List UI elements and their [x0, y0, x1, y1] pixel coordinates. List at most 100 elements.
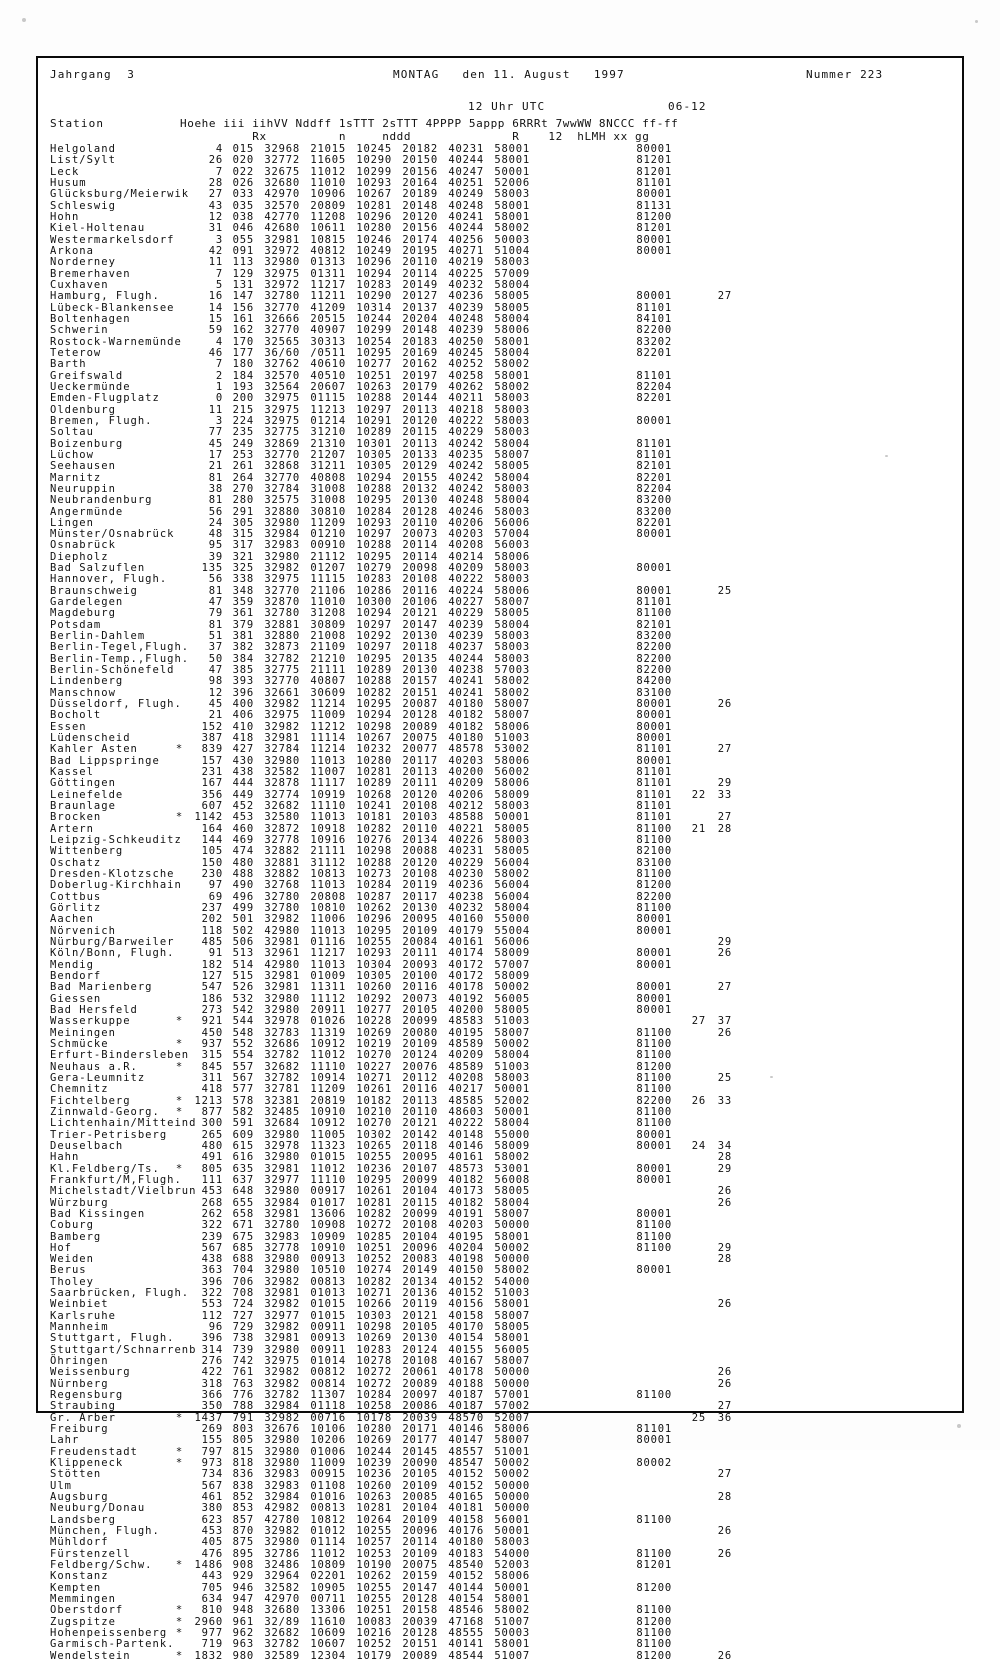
- height-value: 38: [208, 482, 223, 495]
- temperature-group: 10292: [356, 630, 392, 643]
- temperature-group: 10291: [356, 414, 392, 427]
- height-value: 839: [201, 743, 223, 756]
- nddff-group: 01207: [310, 562, 346, 575]
- tendency-group: 58001: [494, 199, 530, 212]
- iihvv-group: 32780: [264, 290, 300, 303]
- cloud-group: 82204: [636, 380, 672, 393]
- dewpoint-group: 20103: [402, 811, 438, 824]
- nddff-group: 11009: [310, 709, 346, 722]
- pressure-group: 40148: [448, 1128, 484, 1141]
- tendency-group: 58006: [494, 720, 530, 733]
- temperature-group: 10295: [356, 550, 392, 563]
- station-name: Erfurt-Bindersleben: [50, 1049, 190, 1062]
- pressure-group: 40221: [448, 822, 484, 835]
- table-row: Wendelstein * 1832 980 32589 12304 10179 20089 4…: [38, 1649, 962, 1662]
- dewpoint-group: 20182: [402, 143, 438, 155]
- dewpoint-group: 20113: [402, 403, 438, 416]
- table-row: Ueckermünde 1 193 32564 20607 10263 20179 40262…: [38, 380, 962, 393]
- nddff-group: 11208: [310, 210, 346, 223]
- nddff-group: 10914: [310, 1071, 346, 1084]
- tendency-group: 58006: [494, 550, 530, 563]
- iihvv-group: 32782: [264, 1389, 300, 1402]
- dewpoint-group: 20108: [402, 800, 438, 813]
- cloud-group: 81101: [636, 448, 672, 461]
- pressure-group: 40241: [448, 686, 484, 699]
- height-value: 877: [201, 1105, 223, 1118]
- dewpoint-group: 20133: [402, 448, 438, 461]
- cloud-group: 81101: [636, 437, 672, 450]
- station-id: 946: [232, 1581, 254, 1594]
- dewpoint-group: 20144: [402, 392, 438, 405]
- tendency-group: 52006: [494, 176, 530, 189]
- pressure-group: 40204: [448, 1241, 484, 1254]
- dewpoint-group: 20204: [402, 312, 438, 325]
- station-id: 776: [232, 1389, 254, 1402]
- cloud-group: 81200: [636, 1649, 672, 1662]
- height-value: 127: [201, 969, 223, 982]
- table-row: Kempten 705 946 32582 10905 10255 20147 40144 50…: [38, 1581, 962, 1594]
- temperature-group: 10297: [356, 618, 392, 631]
- iihvv-group: 32975: [264, 267, 300, 280]
- table-row: Garmisch-Partenk. 719 963 32782 10607 10252 20…: [38, 1638, 962, 1650]
- station-name: Schwerin: [50, 324, 109, 337]
- temperature-group: 10284: [356, 1389, 392, 1402]
- dewpoint-group: 20128: [402, 505, 438, 518]
- station-id: 359: [232, 596, 254, 609]
- tendency-group: 56006: [494, 935, 530, 948]
- dewpoint-group: 20084: [402, 935, 438, 948]
- temperature-group: 10281: [356, 1502, 392, 1515]
- table-row: Saarbrücken, Flugh. 322 708 32981 01013 10271…: [38, 1287, 962, 1299]
- cloud-group: 81100: [636, 607, 672, 620]
- station-name: Angermünde: [50, 505, 124, 518]
- temperature-group: 10293: [356, 947, 392, 960]
- dewpoint-group: 20095: [402, 913, 438, 926]
- dewpoint-group: 20113: [402, 1094, 438, 1107]
- station-id: 361: [232, 607, 254, 620]
- iihvv-group: 32984: [264, 1491, 300, 1504]
- height-value: 47: [208, 596, 223, 609]
- station-id: 609: [232, 1128, 254, 1141]
- tendency-group: 58002: [494, 675, 530, 688]
- temperature-group: 10260: [356, 981, 392, 994]
- table-row: Greifswald 2 184 32570 40510 10251 20197 40258 5…: [38, 370, 962, 382]
- height-value: 81: [208, 618, 223, 631]
- station-id: 280: [232, 494, 254, 507]
- tendency-group: 58005: [494, 1003, 530, 1016]
- cloud-group: 81100: [636, 1230, 672, 1243]
- station-id: 400: [232, 698, 254, 711]
- table-row: Memmingen 634 947 42970 00711 10255 20128 40154…: [38, 1593, 962, 1605]
- report-header: Jahrgang 3 MONTAG den 11. August 1997 Nu…: [38, 58, 962, 142]
- mountain-star-icon: *: [175, 1604, 183, 1617]
- height-value: 237: [201, 901, 223, 914]
- pressure-group: 40195: [448, 1230, 484, 1243]
- temperature-group: 10269: [356, 1332, 392, 1345]
- gust-gg-value: 28: [717, 1151, 732, 1164]
- station-name: Meiningen: [50, 1026, 116, 1039]
- cloud-group: 81101: [636, 777, 672, 790]
- height-value: 11: [208, 256, 223, 269]
- temperature-group: 10288: [356, 392, 392, 405]
- height-value: 16: [208, 290, 223, 303]
- pressure-group: 40244: [448, 154, 484, 167]
- station-name: Lübeck-Blankensee: [50, 301, 175, 314]
- iihvv-group: 32980: [264, 550, 300, 563]
- station-id: 291: [232, 505, 254, 518]
- temperature-group: 10282: [356, 1275, 392, 1288]
- scan-artifact: [885, 455, 888, 457]
- temperature-group: 10261: [356, 1185, 392, 1198]
- tendency-group: 51003: [494, 732, 530, 745]
- table-row: Neuburg/Donau 380 853 42982 00813 10281 20104 4…: [38, 1502, 962, 1515]
- station-id: 526: [232, 981, 254, 994]
- iihvv-group: 32775: [264, 664, 300, 677]
- dewpoint-group: 20075: [402, 1559, 438, 1572]
- tendency-group: 55000: [494, 1128, 530, 1141]
- pressure-group: 40183: [448, 1547, 484, 1560]
- station-name: München, Flugh.: [50, 1525, 160, 1538]
- pressure-group: 40200: [448, 1003, 484, 1016]
- station-id: 430: [232, 754, 254, 767]
- pressure-group: 40187: [448, 1400, 484, 1413]
- station-name: Dresden-Klotzsche: [50, 868, 175, 880]
- pressure-group: 40209: [448, 777, 484, 790]
- pressure-group: 40188: [448, 1377, 484, 1390]
- station-name: Kl.Feldberg/Ts.: [50, 1162, 160, 1175]
